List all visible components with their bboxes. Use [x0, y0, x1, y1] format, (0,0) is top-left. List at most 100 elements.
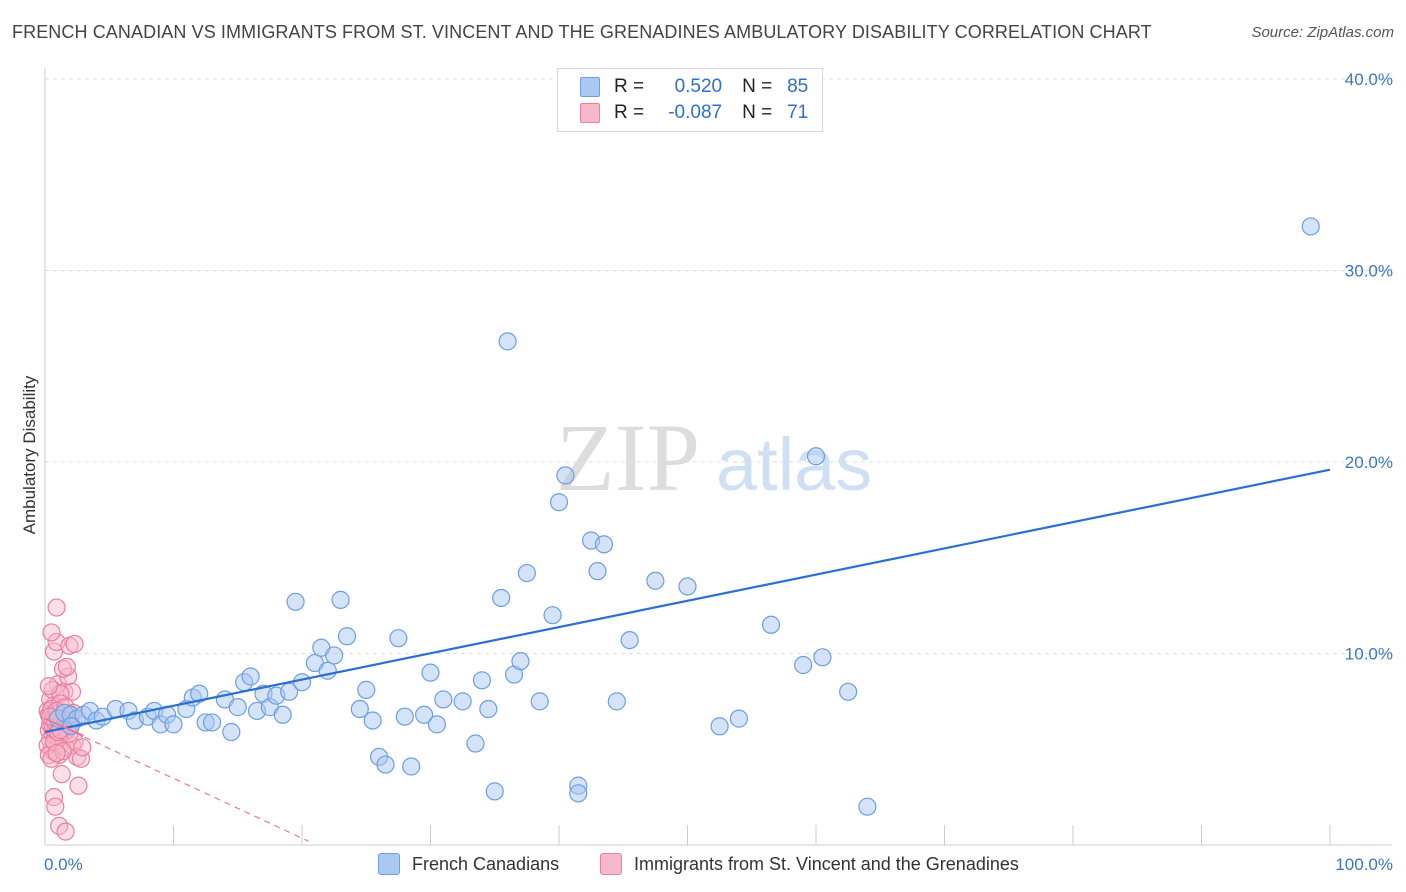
data-point-french-canadians	[729, 709, 749, 728]
data-point-immigrants	[42, 623, 61, 642]
bottom-legend-swatch-blue	[378, 853, 400, 875]
data-point-french-canadians	[331, 590, 350, 609]
data-point-french-canadians	[363, 711, 382, 730]
watermark-zip: ZIP	[556, 404, 700, 511]
data-point-french-canadians	[710, 717, 729, 736]
watermark: ZIP atlas	[556, 404, 872, 511]
legend-swatch-blue	[580, 77, 600, 97]
data-point-immigrants	[71, 749, 91, 768]
grid-lines	[45, 78, 1392, 654]
data-point-immigrants	[57, 657, 76, 677]
data-point-french-canadians	[280, 682, 299, 701]
data-point-french-canadians	[325, 646, 344, 665]
y-tick-label: 30.0%	[1345, 262, 1393, 281]
data-point-french-canadians	[376, 755, 395, 774]
data-point-french-canadians	[511, 652, 530, 671]
data-point-immigrants	[46, 797, 65, 816]
data-point-french-canadians	[479, 699, 498, 719]
x-tick-label: 100.0%	[1335, 855, 1393, 874]
bottom-legend-swatch-pink	[600, 853, 622, 875]
chart-title: FRENCH CANADIAN VS IMMIGRANTS FROM ST. V…	[12, 22, 1152, 42]
trend-line-immigrants-solid	[44, 717, 84, 737]
data-point-french-canadians	[241, 667, 260, 686]
legend-row-immigrants: R = -0.087 N = 71	[580, 101, 808, 125]
data-point-french-canadians	[472, 671, 491, 690]
correlation-legend: R = 0.520 N = 85 R = -0.087 N = 71	[557, 68, 823, 132]
data-point-immigrants	[47, 598, 66, 617]
data-point-french-canadians	[646, 571, 665, 590]
trend-line-french-canadians	[44, 468, 1331, 734]
data-point-french-canadians	[202, 713, 222, 732]
data-point-immigrants	[56, 822, 75, 841]
legend-row-french-canadians: R = 0.520 N = 85	[580, 75, 808, 99]
data-point-french-canadians	[588, 562, 607, 581]
x-tick-label: 0.0%	[44, 855, 83, 874]
data-point-french-canadians	[678, 577, 697, 596]
data-point-french-canadians	[549, 493, 569, 512]
legend-r-label: R =	[614, 76, 645, 97]
data-point-french-canadians	[498, 332, 517, 351]
data-point-french-canadians	[286, 592, 305, 611]
data-point-french-canadians	[357, 680, 376, 699]
data-point-immigrants	[65, 634, 84, 654]
data-point-french-canadians	[761, 615, 781, 634]
data-point-french-canadians	[350, 699, 369, 719]
legend-r-value: 0.520	[674, 76, 723, 97]
data-point-french-canadians	[427, 715, 447, 734]
data-point-french-canadians	[839, 682, 858, 701]
data-point-french-canadians	[543, 606, 562, 625]
bottom-legend-label: Immigrants from St. Vincent and the Gren…	[634, 853, 1019, 874]
bottom-legend-label: French Canadians	[412, 853, 560, 874]
y-tick-label: 20.0%	[1345, 453, 1393, 472]
data-point-immigrants	[52, 765, 71, 784]
legend-n-value: 85	[787, 76, 809, 97]
series-french-canadians-points	[48, 217, 1320, 816]
data-point-immigrants	[47, 743, 66, 763]
data-point-french-canadians	[222, 722, 241, 742]
data-point-french-canadians	[794, 655, 813, 675]
y-axis-title: Ambulatory Disability	[20, 375, 39, 534]
legend-n-label: N =	[742, 102, 773, 123]
data-point-immigrants	[62, 682, 82, 701]
data-point-french-canadians	[858, 797, 877, 816]
data-point-french-canadians	[421, 663, 440, 682]
data-point-french-canadians	[395, 707, 414, 726]
data-point-french-canadians	[273, 705, 292, 724]
data-point-french-canadians	[414, 705, 434, 724]
data-point-french-canadians	[190, 684, 209, 703]
legend-swatch-pink	[580, 103, 600, 123]
bottom-legend-french-canadians: French Canadians	[378, 852, 559, 876]
data-point-french-canadians	[620, 630, 639, 650]
data-point-french-canadians	[517, 563, 536, 583]
source-label: Source: ZipAtlas.com	[1251, 24, 1394, 41]
data-point-french-canadians	[228, 698, 247, 717]
legend-n-value: 71	[787, 102, 809, 123]
trend-line-immigrants	[44, 718, 309, 842]
data-point-french-canadians	[492, 588, 511, 608]
data-point-french-canadians	[164, 715, 183, 734]
data-point-french-canadians	[466, 734, 485, 753]
data-point-french-canadians	[569, 784, 588, 803]
data-point-french-canadians	[813, 648, 832, 667]
data-point-french-canadians	[402, 757, 421, 776]
data-point-immigrants	[39, 676, 58, 696]
legend-r-value: -0.087	[668, 102, 723, 123]
data-point-french-canadians	[1301, 217, 1320, 236]
data-point-french-canadians	[337, 627, 357, 646]
tick-labels: 10.0% 20.0% 30.0% 40.0% 0.0% 100.0% Ambulatory…	[20, 70, 1393, 874]
data-point-french-canadians	[556, 466, 575, 485]
data-point-french-canadians	[607, 692, 626, 711]
data-point-french-canadians	[594, 535, 614, 554]
data-point-immigrants	[73, 738, 92, 757]
y-tick-label: 10.0%	[1345, 645, 1393, 664]
data-point-french-canadians	[434, 690, 453, 709]
data-point-french-canadians	[389, 629, 408, 648]
data-point-immigrants	[53, 742, 73, 761]
data-point-french-canadians	[318, 661, 337, 680]
data-point-french-canadians	[292, 673, 312, 692]
y-tick-label: 40.0%	[1345, 70, 1393, 89]
data-point-french-canadians	[485, 782, 504, 801]
bottom-legend-immigrants: Immigrants from St. Vincent and the Gren…	[600, 852, 1019, 876]
data-point-french-canadians	[453, 692, 472, 711]
